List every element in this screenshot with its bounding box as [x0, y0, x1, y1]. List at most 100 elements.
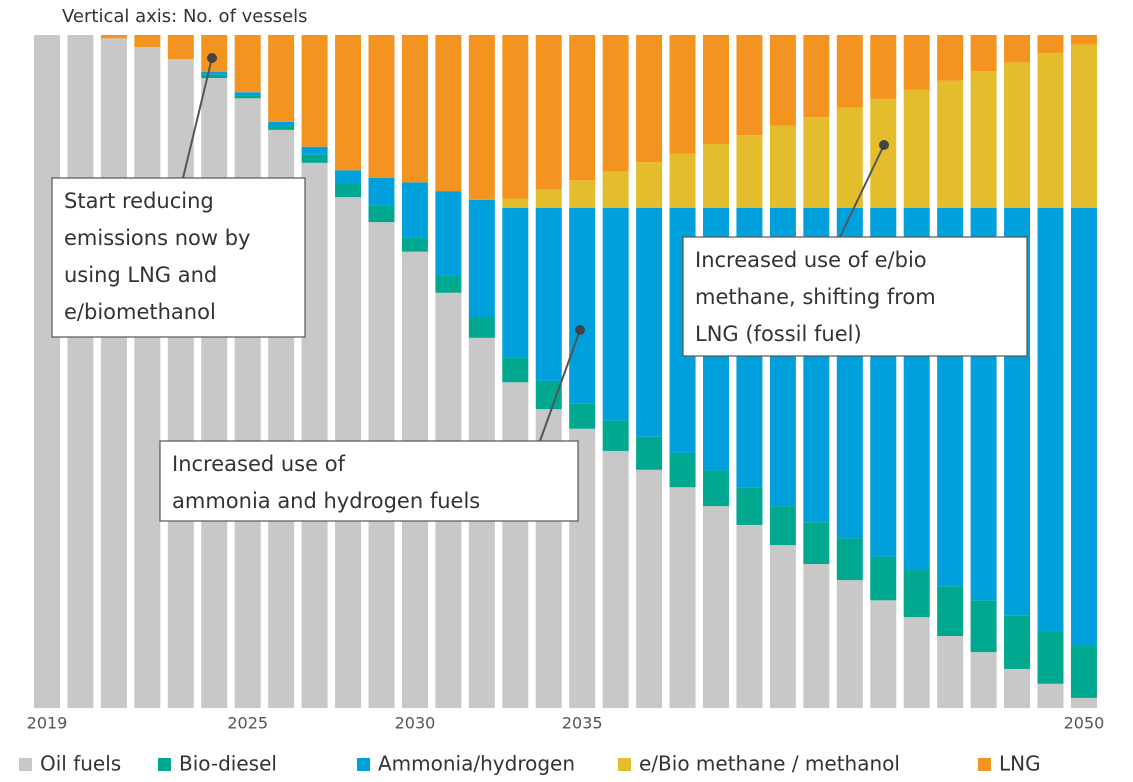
bar-segment [769, 125, 796, 208]
bar-segment [870, 98, 897, 208]
bar-segment [335, 170, 362, 184]
bar-segment [301, 35, 328, 147]
bar-segment [703, 470, 729, 507]
annotation-text: methane, shifting from [695, 285, 936, 309]
pointer-line [839, 144, 885, 238]
bar-segment [703, 506, 729, 708]
bar-segment [1070, 35, 1097, 45]
bar-segment [134, 47, 161, 708]
bar-segment [67, 35, 94, 708]
bar-segment [636, 35, 663, 163]
bar-segment [301, 154, 328, 163]
bar-segment [769, 545, 796, 708]
bar-segment [769, 506, 796, 546]
bar-segment [502, 207, 529, 358]
bar-segment [669, 35, 696, 154]
annotation-box [51, 177, 306, 338]
legend-label: LNG [999, 752, 1041, 776]
annotation-text: Start reducing [64, 189, 214, 213]
bar-segment [502, 35, 529, 199]
bar-segment [34, 35, 60, 708]
pointer-line [539, 329, 581, 442]
bar-segment [703, 144, 729, 208]
bar-segment [569, 207, 596, 404]
bar-segment [502, 357, 529, 383]
bar-segment [636, 207, 663, 437]
bar-segment [167, 35, 194, 60]
bar-segment [636, 162, 663, 208]
bar-segment [468, 199, 495, 317]
bar-segment [803, 117, 830, 208]
bar-segment [569, 180, 596, 208]
pointer-line [182, 57, 213, 179]
bar-segment [1004, 35, 1031, 63]
legend-swatch [158, 758, 171, 771]
bar-segment [736, 487, 763, 525]
bar-segment [435, 35, 462, 192]
bar-segment [1004, 62, 1031, 208]
bar-segment [468, 316, 495, 338]
bar-segment [937, 635, 964, 708]
bar-segment [1004, 668, 1031, 708]
pointer-dot [207, 53, 217, 63]
bar-segment [301, 162, 328, 708]
bar-segment [602, 207, 629, 421]
bar-segment [234, 95, 261, 99]
bar-segment [602, 35, 629, 172]
bar-segment [836, 35, 863, 108]
bar-segment [201, 74, 228, 79]
bar-segment [636, 469, 663, 708]
bar-segment [201, 78, 228, 708]
bar-segment [1037, 683, 1064, 708]
bar-segment [669, 153, 696, 208]
bar-segment [468, 35, 495, 200]
bar-segment [669, 452, 696, 488]
annotation-box [159, 440, 579, 522]
bar-segment [937, 80, 964, 208]
pointer-dot [575, 325, 585, 335]
bar-segment [268, 121, 295, 127]
bar-segment [970, 71, 997, 208]
bar-segment [201, 35, 228, 73]
bar-segment [335, 35, 362, 171]
bar-segment [368, 205, 395, 223]
bar-segment [1070, 44, 1097, 208]
bar-segment [234, 92, 261, 96]
bar-segment [636, 436, 663, 470]
bar-segment [569, 35, 596, 181]
legend-swatch [978, 758, 991, 771]
bar-segment [301, 146, 328, 155]
bar-segment [268, 126, 295, 130]
bar-segment [903, 617, 930, 708]
bar-segment [870, 556, 897, 601]
bar-segment [970, 652, 997, 708]
annotation-text: e/biomethanol [64, 300, 216, 324]
bar-segment [669, 487, 696, 708]
bar-segment [100, 35, 127, 39]
bar-segment [268, 35, 295, 122]
legend-label: Bio-diesel [179, 752, 277, 776]
bar-segment [602, 171, 629, 208]
bar-segment [401, 35, 428, 183]
bar-segment [937, 35, 964, 81]
bar-segment [1004, 615, 1031, 669]
bar-segment [970, 35, 997, 72]
annotation-text: ammonia and hydrogen fuels [172, 489, 480, 513]
bar-segment [401, 237, 428, 252]
bar-segment [1037, 631, 1064, 684]
bar-segment [435, 191, 462, 276]
bar-segment [535, 207, 562, 381]
bar-segment [903, 89, 930, 208]
x-tick-label: 2019 [27, 714, 68, 733]
bar-segment [468, 337, 495, 708]
bar-segment [167, 59, 194, 708]
bar-segment [368, 35, 395, 178]
bar-segment [435, 275, 462, 293]
bar-segment [803, 35, 830, 118]
bar-segment [836, 538, 863, 581]
annotation-text: Increased use of e/bio [695, 248, 927, 272]
bar-segment [401, 182, 428, 238]
bar-segment [1070, 646, 1097, 698]
x-tick-label: 2025 [227, 714, 268, 733]
